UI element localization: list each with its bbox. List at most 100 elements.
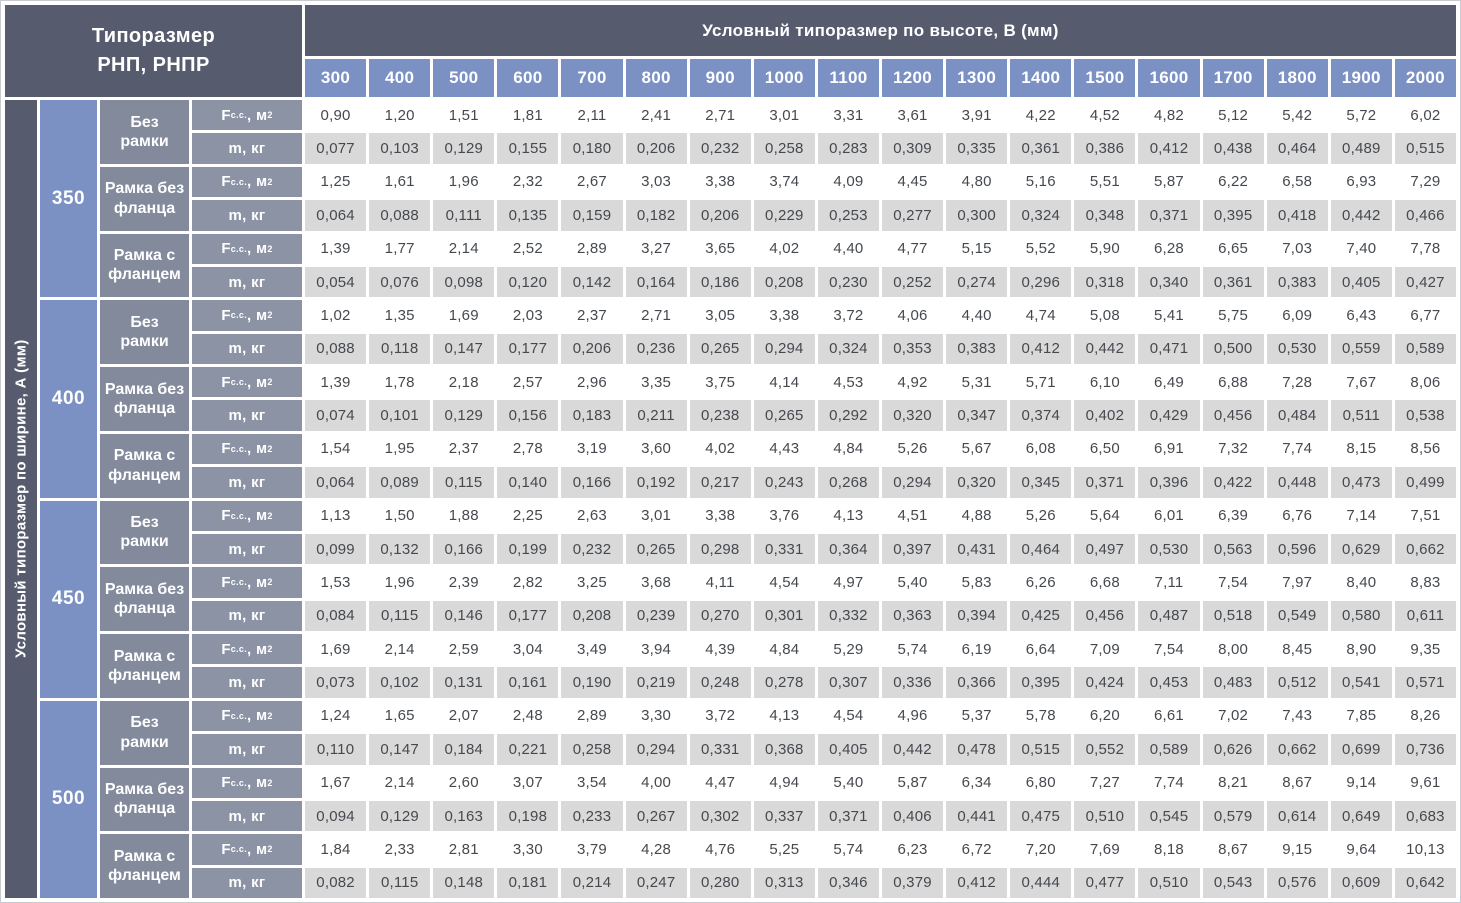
m-value-cell: 0,064 [305,200,367,231]
f-value-cell: 8,00 [1202,634,1264,665]
m-value-cell: 0,180 [561,133,623,164]
f-value-cell: 1,02 [305,300,367,331]
f-value-cell: 4,47 [689,767,751,798]
f-value-cell: 7,51 [1394,500,1456,531]
f-value-cell: 1,78 [369,367,431,398]
f-value-cell: 5,16 [1010,166,1072,198]
f-value-cell: 5,87 [881,767,944,798]
f-value-cell: 7,40 [1330,233,1392,264]
m-value-cell: 0,383 [1266,266,1328,298]
f-value-cell: 9,14 [1330,767,1392,798]
f-value-cell: 1,96 [369,567,431,598]
f-value-cell: 8,21 [1202,767,1264,798]
m-value-cell: 0,084 [305,600,367,631]
m-value-cell: 0,186 [689,266,751,298]
m-value-cell: 0,364 [817,533,879,565]
f-value-cell: 4,00 [625,767,687,798]
frame-type-label: Без рамки [100,300,189,364]
m-value-cell: 0,442 [881,734,944,765]
m-value-cell: 0,397 [881,533,944,565]
height-column-header: 500 [433,59,495,97]
f-value-cell: 1,67 [305,767,367,798]
m-value-cell: 0,497 [1074,533,1136,565]
m-value-cell: 0,589 [1394,333,1456,364]
f-value-cell: 5,29 [817,634,879,665]
f-value-cell: 5,72 [1330,100,1392,131]
f-value-cell: 6,08 [1010,433,1072,465]
f-value-cell: 7,27 [1074,767,1136,798]
f-value-cell: 6,34 [946,767,1008,798]
m-value-cell: 0,232 [561,533,623,565]
f-value-cell: 3,25 [561,567,623,598]
f-value-cell: 5,87 [1138,166,1200,198]
f-value-cell: 3,72 [689,700,751,732]
m-value-cell: 0,073 [305,667,367,698]
f-value-cell: 2,37 [561,300,623,331]
f-value-cell: 5,37 [946,700,1008,732]
m-value-cell: 0,331 [753,533,815,565]
m-value-cell: 0,118 [369,333,431,364]
f-value-cell: 3,79 [561,834,623,865]
m-value-cell: 0,363 [881,600,944,631]
m-value-cell: 0,132 [369,533,431,565]
m-value-cell: 0,478 [946,734,1008,765]
f-value-cell: 4,11 [689,567,751,598]
f-value-cell: 5,40 [881,567,944,598]
metric-label-m: m, кг [192,133,302,164]
f-value-cell: 1,50 [369,500,431,531]
f-value-cell: 4,82 [1138,100,1200,131]
f-value-cell: 2,89 [561,233,623,264]
m-value-cell: 0,489 [1330,133,1392,164]
f-value-cell: 7,69 [1074,834,1136,865]
f-value-cell: 4,84 [753,634,815,665]
f-value-cell: 3,03 [625,166,687,198]
m-value-cell: 0,268 [817,467,879,498]
m-value-cell: 0,611 [1394,600,1456,631]
f-value-cell: 2,25 [497,500,559,531]
metric-label-m: m, кг [192,667,302,698]
m-value-cell: 0,115 [433,467,495,498]
m-value-cell: 0,336 [881,667,944,698]
m-value-cell: 0,088 [369,200,431,231]
f-value-cell: 6,26 [1010,567,1072,598]
m-value-cell: 0,099 [305,533,367,565]
f-value-cell: 7,32 [1202,433,1264,465]
m-value-cell: 0,252 [881,266,944,298]
m-value-cell: 0,148 [433,867,495,898]
metric-label-m: m, кг [192,867,302,898]
height-column-header: 300 [305,59,367,97]
m-value-cell: 0,177 [497,333,559,364]
m-value-cell: 0,515 [1010,734,1072,765]
f-value-cell: 9,35 [1394,634,1456,665]
f-value-cell: 6,43 [1330,300,1392,331]
m-value-cell: 0,412 [946,867,1008,898]
m-value-cell: 0,142 [561,266,623,298]
metric-label-m: m, кг [192,400,302,431]
frame-type-label: Без рамки [100,500,189,565]
m-value-cell: 0,088 [305,333,367,364]
m-value-cell: 0,456 [1202,400,1264,431]
f-value-cell: 5,52 [1010,233,1072,264]
f-value-cell: 3,19 [561,433,623,465]
f-value-cell: 3,76 [753,500,815,531]
width-group-label: 400 [40,300,97,498]
m-value-cell: 0,386 [1074,133,1136,164]
f-value-cell: 3,74 [753,166,815,198]
m-value-cell: 0,324 [817,333,879,364]
f-value-cell: 6,80 [1010,767,1072,798]
m-value-cell: 0,371 [1138,200,1200,231]
f-value-cell: 3,31 [817,100,879,131]
m-value-cell: 0,265 [753,400,815,431]
f-value-cell: 8,18 [1138,834,1200,865]
f-value-cell: 9,15 [1266,834,1328,865]
m-value-cell: 0,438 [1202,133,1264,164]
f-value-cell: 4,53 [817,367,879,398]
m-value-cell: 0,320 [881,400,944,431]
m-value-cell: 0,383 [946,333,1008,364]
f-value-cell: 4,92 [881,367,944,398]
m-value-cell: 0,576 [1266,867,1328,898]
m-value-cell: 0,064 [305,467,367,498]
m-value-cell: 0,549 [1266,600,1328,631]
f-value-cell: 1,39 [305,367,367,398]
